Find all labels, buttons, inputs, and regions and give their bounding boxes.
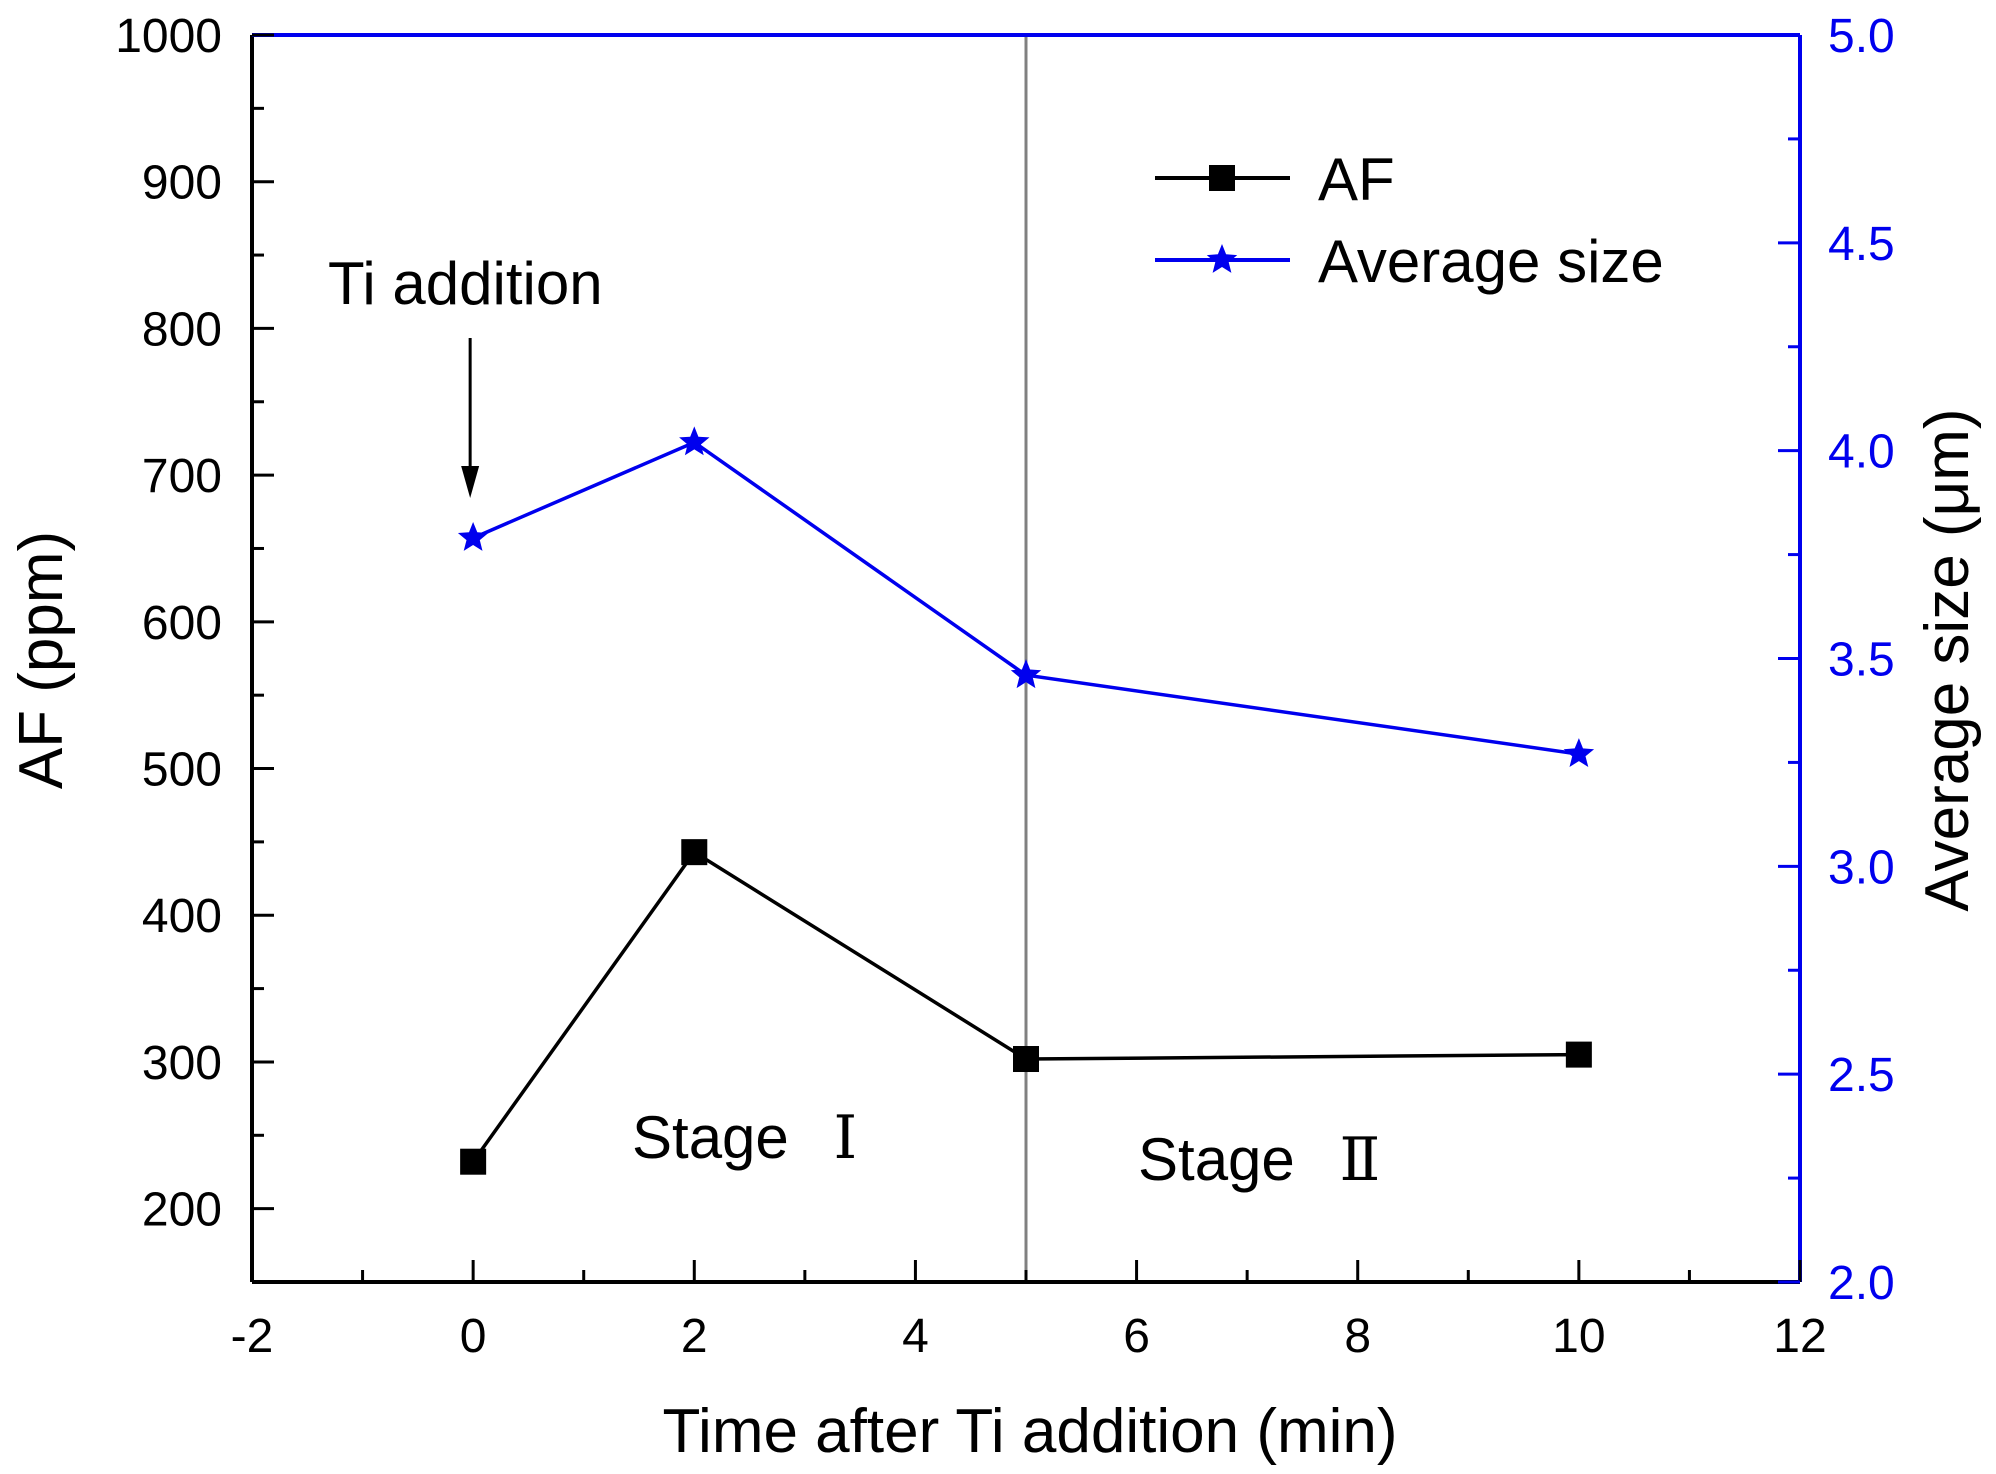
y-tick-label: 200 (142, 1184, 222, 1237)
data-point-af (460, 1148, 487, 1175)
legend-label-af: AF (1318, 146, 1395, 213)
y-tick-label: 1000 (115, 10, 222, 63)
data-point-average-size (1563, 738, 1595, 767)
y2-tick-label: 3.0 (1828, 841, 1895, 894)
x-tick-label: 4 (902, 1310, 929, 1363)
legend-label-average-size: Average size (1318, 228, 1664, 295)
stage-2-label: Stage Ⅱ (1138, 1126, 1380, 1193)
axes-layer (250, 33, 1802, 1284)
x-tick-label: 0 (460, 1310, 487, 1363)
x-tick-label: 6 (1123, 1310, 1150, 1363)
y-axis-title: AF (ppm) (7, 531, 76, 789)
stage-1-label: Stage Ⅰ (632, 1104, 857, 1171)
y2-tick-label: 4.5 (1828, 218, 1895, 271)
annotations: Ti addition Stage Ⅰ Stage Ⅱ (328, 250, 1380, 1193)
data-point-average-size (679, 426, 710, 456)
ti-addition-label: Ti addition (328, 250, 603, 317)
y-tick-label: 900 (142, 157, 222, 210)
y2-tick-label: 2.5 (1828, 1049, 1895, 1102)
y2-axis-title: Average size (μm) (1913, 408, 1982, 911)
x-tick-label: -2 (231, 1310, 274, 1363)
data-point-af (1013, 1046, 1039, 1073)
y-tick-label: 300 (142, 1037, 222, 1090)
data-point-average-size (457, 522, 489, 551)
x-tick-label: 2 (681, 1310, 708, 1363)
series-layer (457, 426, 1595, 1175)
y2-tick-label: 2.0 (1828, 1257, 1895, 1310)
x-axis-title: Time after Ti addition (min) (662, 1397, 1397, 1466)
y-tick-label: 500 (142, 744, 222, 797)
data-point-average-size (1010, 659, 1042, 689)
x-tick-label: 8 (1344, 1310, 1371, 1363)
stage-2-word: Stage (1138, 1126, 1295, 1193)
ti-addition-arrow-head (461, 466, 480, 498)
stage-1-word: Stage (632, 1104, 789, 1171)
y-tick-label: 400 (142, 890, 222, 943)
y2-tick-label: 3.5 (1828, 634, 1895, 687)
x-tick-label: 12 (1773, 1310, 1826, 1363)
legend-marker-average-size (1206, 244, 1238, 273)
stage-2-numeral: Ⅱ (1339, 1127, 1380, 1193)
data-point-af (1565, 1041, 1592, 1068)
x-tick-label: 10 (1552, 1310, 1605, 1363)
y-tick-label: 700 (142, 450, 222, 503)
y-tick-label: 600 (142, 597, 222, 650)
series-line-average-size (472, 440, 1580, 756)
legend-marker-af (1209, 165, 1235, 191)
series-line-af (471, 849, 1579, 1163)
y-tick-label: 800 (142, 303, 222, 356)
legend: AF Average size (1155, 146, 1664, 295)
y2-tick-label: 4.0 (1828, 426, 1895, 479)
stage-1-numeral: Ⅰ (833, 1105, 857, 1171)
data-point-af (681, 839, 708, 866)
y2-tick-label: 5.0 (1828, 10, 1895, 63)
tick-label-layer: -2 0 2 4 6 8 10 12 200 300 400 500 600 700 800 900 1000 2… (115, 10, 1895, 1363)
